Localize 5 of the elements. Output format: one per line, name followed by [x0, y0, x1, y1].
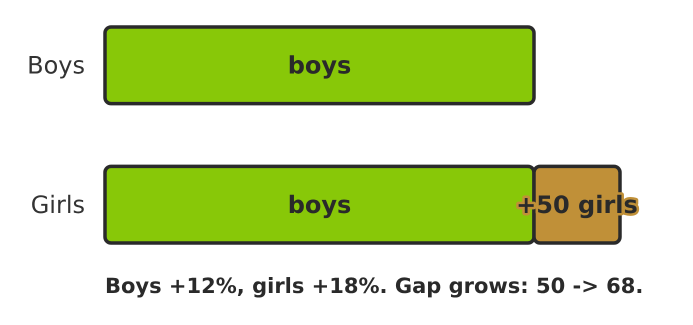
series-label: boys	[288, 52, 352, 80]
y-tick-label: Boys	[27, 52, 85, 80]
annotation: Boys +12%, girls +18%. Gap grows: 50 -> 68.	[105, 274, 644, 298]
text: boys	[288, 191, 352, 220]
y-tick-label: Girls	[30, 191, 85, 220]
